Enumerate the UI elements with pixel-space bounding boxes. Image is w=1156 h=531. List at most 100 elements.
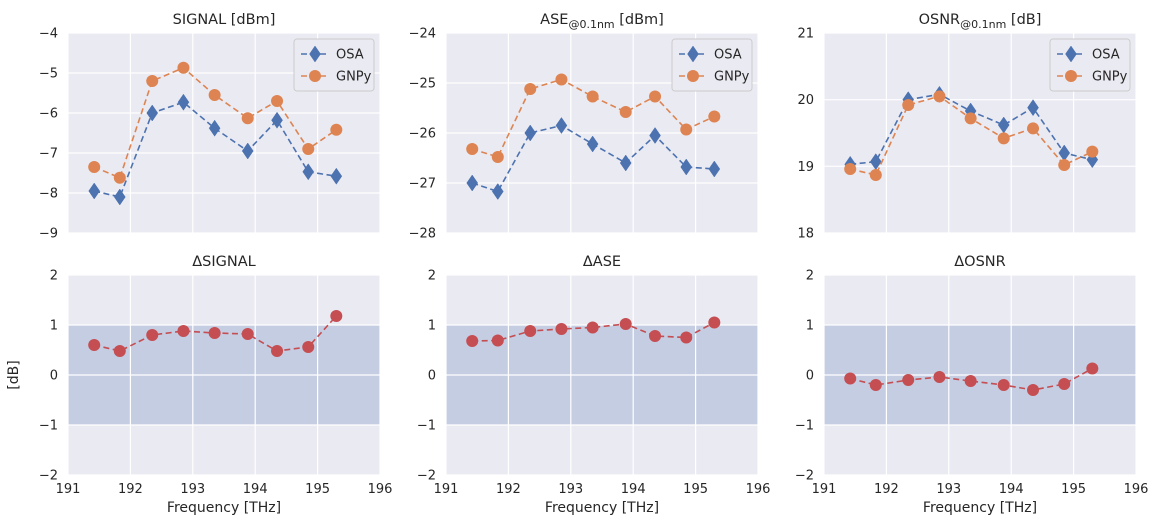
data-point	[586, 135, 599, 153]
x-tick-label: 191	[812, 482, 837, 497]
legend-marker	[687, 70, 699, 82]
data-point	[844, 163, 857, 175]
data-point	[113, 188, 126, 206]
x-tick-label: 193	[936, 482, 961, 497]
subplot-2: −24 −25 −26 −27 −28 ASE@0.1nm [dBm] OSA GNPy	[409, 12, 759, 242]
x-tick-label: 195	[683, 482, 708, 497]
data-point	[649, 127, 661, 144]
data-point	[466, 143, 479, 155]
x-tick-label: 192	[496, 482, 521, 497]
x-tick-label: 196	[368, 482, 393, 497]
data-point	[491, 183, 504, 200]
legend: OSA GNPy	[1049, 38, 1131, 92]
data-point	[241, 328, 254, 340]
x-tick-label: 192	[118, 482, 143, 497]
legend-marker	[687, 45, 699, 63]
data-point	[208, 327, 221, 339]
subplot-title: ΔOSNR	[954, 254, 1005, 270]
data-point	[680, 331, 693, 344]
x-tick-label: 194	[621, 482, 646, 497]
y-tick-label: 0	[428, 369, 436, 384]
data-point	[146, 104, 159, 122]
data-point	[997, 379, 1010, 391]
data-point	[964, 375, 977, 387]
data-point	[902, 99, 915, 111]
subplot-title: SIGNAL [dBm]	[173, 12, 276, 28]
data-point	[271, 345, 284, 357]
y-tick-label: 0	[50, 369, 58, 384]
data-point	[271, 95, 284, 107]
y-tick-label: −5	[39, 67, 58, 82]
x-tick-label: 195	[305, 482, 330, 497]
data-point	[330, 310, 343, 322]
data-point	[1058, 378, 1071, 390]
subplot-3: 21 20 19 18 OSNR@0.1nm [dB] OSA GNPy	[797, 12, 1137, 242]
legend-marker	[309, 70, 321, 82]
series-delta	[844, 362, 1099, 396]
data-point	[555, 323, 568, 335]
data-point	[302, 143, 315, 155]
y-tick-label: −28	[409, 227, 436, 242]
y-tick-label: −27	[409, 177, 436, 192]
y-tick-label: −24	[409, 27, 436, 42]
series-line	[471, 78, 715, 158]
data-point	[869, 169, 882, 181]
legend-label: OSA	[1092, 48, 1120, 63]
x-axis-label: Frequency [THz]	[545, 500, 659, 516]
data-point	[524, 325, 537, 337]
y-tick-label: −8	[39, 187, 58, 202]
series-delta	[466, 316, 721, 347]
legend: OSA GNPy	[671, 38, 753, 92]
data-point	[680, 123, 693, 136]
series-gnpy	[466, 73, 721, 163]
legend-label: OSA	[714, 48, 742, 63]
data-point	[619, 154, 632, 172]
data-point	[555, 117, 568, 134]
x-tick-label: 193	[558, 482, 583, 497]
series-delta	[88, 310, 343, 357]
data-point	[88, 182, 101, 200]
data-point	[1086, 145, 1099, 158]
data-point	[1058, 159, 1071, 171]
data-point	[1086, 362, 1099, 375]
data-point	[844, 372, 857, 385]
y-tick-label: 19	[797, 160, 814, 175]
data-point	[555, 73, 568, 86]
y-tick-label: −4	[39, 27, 58, 42]
y-tick-label: −2	[795, 469, 814, 484]
data-point	[524, 83, 537, 95]
data-point	[146, 75, 159, 87]
data-point	[177, 325, 190, 337]
x-tick-label: 192	[874, 482, 899, 497]
data-point	[491, 334, 504, 347]
y-tick-label: 1	[50, 319, 58, 334]
legend-label: GNPy	[336, 70, 372, 85]
legend-label: OSA	[336, 48, 364, 63]
data-point	[1027, 99, 1039, 117]
x-axis-label: Frequency [THz]	[923, 500, 1037, 516]
y-tick-label: 2	[50, 269, 58, 284]
data-point	[997, 132, 1010, 145]
data-point	[680, 158, 693, 176]
y-tick-label: 1	[428, 319, 436, 334]
data-point	[1027, 122, 1040, 135]
y-tick-label: 21	[797, 27, 814, 42]
data-point	[466, 174, 479, 192]
data-point	[708, 110, 721, 123]
data-point	[330, 167, 343, 185]
data-point	[933, 371, 946, 383]
subplot-title: ΔSIGNAL	[192, 254, 255, 270]
data-point	[1027, 384, 1040, 396]
legend-marker	[309, 45, 321, 63]
y-tick-label: −6	[39, 107, 58, 122]
y-tick-label: −1	[39, 419, 58, 434]
x-tick-label: 195	[1061, 482, 1086, 497]
data-point	[524, 124, 537, 142]
series-osa	[466, 117, 721, 200]
legend-marker	[1065, 70, 1077, 82]
x-axis-label: Frequency [THz]	[167, 500, 281, 516]
y-tick-label: −25	[409, 77, 436, 92]
x-tick-label: 194	[243, 482, 268, 497]
